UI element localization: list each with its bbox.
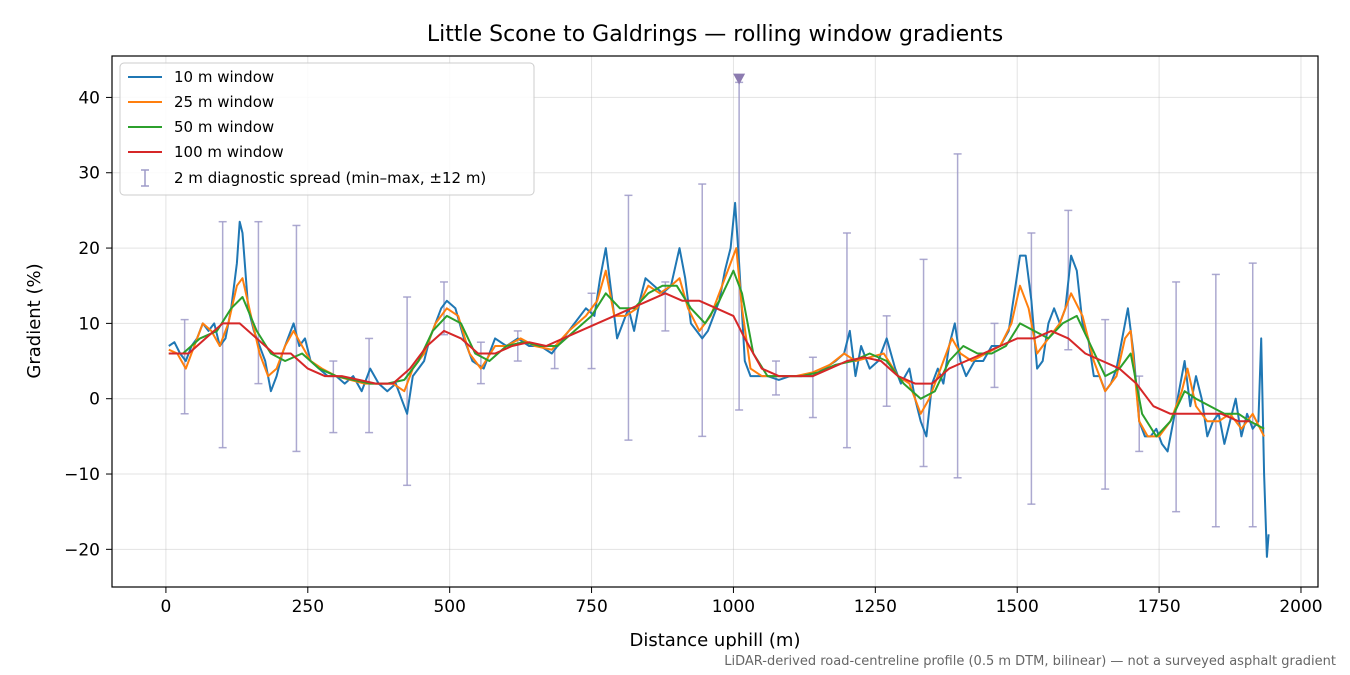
errorbar — [587, 292, 596, 370]
series-line — [168, 201, 1270, 558]
series-line — [168, 269, 1265, 438]
x-tick-label: 2000 — [1279, 597, 1322, 617]
x-tick-label: 0 — [161, 597, 172, 617]
legend-label-100m: 100 m window — [174, 143, 284, 161]
errorbar — [254, 220, 263, 385]
y-tick-label: 10 — [78, 314, 100, 334]
y-tick-label: 30 — [78, 164, 100, 184]
legend-label-25m: 25 m window — [174, 93, 274, 111]
chart-title: Little Scone to Galdrings — rolling wind… — [427, 22, 1003, 47]
errorbar — [1211, 273, 1220, 528]
y-tick-label: 40 — [78, 88, 100, 108]
errorbar — [990, 322, 999, 389]
legend-label-10m: 10 m window — [174, 68, 274, 86]
x-tick-label: 1750 — [1137, 597, 1180, 617]
x-axis-label: Distance uphill (m) — [630, 630, 801, 651]
footnote: LiDAR-derived road-centreline profile (0… — [724, 654, 1336, 669]
errorbar — [698, 183, 707, 438]
x-tick-label: 500 — [433, 597, 465, 617]
series-line — [168, 292, 1250, 423]
x-tick-label: 1250 — [854, 597, 897, 617]
errorbar — [365, 337, 374, 434]
errorbar — [624, 194, 633, 441]
marker-group — [733, 73, 746, 85]
x-tick-label: 1500 — [996, 597, 1039, 617]
series-lines — [168, 201, 1270, 558]
y-tick-label: 20 — [78, 239, 100, 259]
y-tick-label: −20 — [64, 540, 100, 560]
y-tick-label: 0 — [89, 390, 100, 410]
errorbar — [513, 330, 522, 362]
y-tick-label: −10 — [64, 465, 100, 485]
x-tick-label: 250 — [292, 597, 324, 617]
errorbar — [476, 341, 485, 385]
errorbar — [329, 360, 338, 434]
errorbar — [919, 258, 928, 468]
legend-label-errorbar: 2 m diagnostic spread (min–max, ±12 m) — [174, 169, 486, 187]
x-tick-label: 750 — [575, 597, 607, 617]
errorbar — [1172, 281, 1181, 513]
errorbar — [1101, 318, 1110, 490]
plot-area — [168, 73, 1270, 558]
legend: 10 m window 25 m window 50 m window 100 … — [119, 62, 535, 196]
legend-label-50m: 50 m window — [174, 118, 274, 136]
errorbar — [1248, 262, 1257, 528]
errorbar — [403, 296, 412, 487]
axis-ticks: 0 250 500 750 1000 1250 1500 1750 2000 −20 −10 0 10 2… — [64, 88, 1322, 617]
legend-swatch-errorbar — [141, 169, 149, 187]
errorbar — [953, 153, 962, 479]
errorbar — [440, 281, 449, 336]
x-tick-label: 1000 — [712, 597, 755, 617]
y-axis-label: Gradient (%) — [24, 263, 45, 378]
errorbar — [1027, 232, 1036, 505]
errorbar — [808, 356, 817, 419]
legend-box — [119, 62, 535, 196]
max-marker — [733, 73, 746, 85]
plot-frame — [111, 55, 1319, 588]
errorbar — [218, 220, 227, 449]
